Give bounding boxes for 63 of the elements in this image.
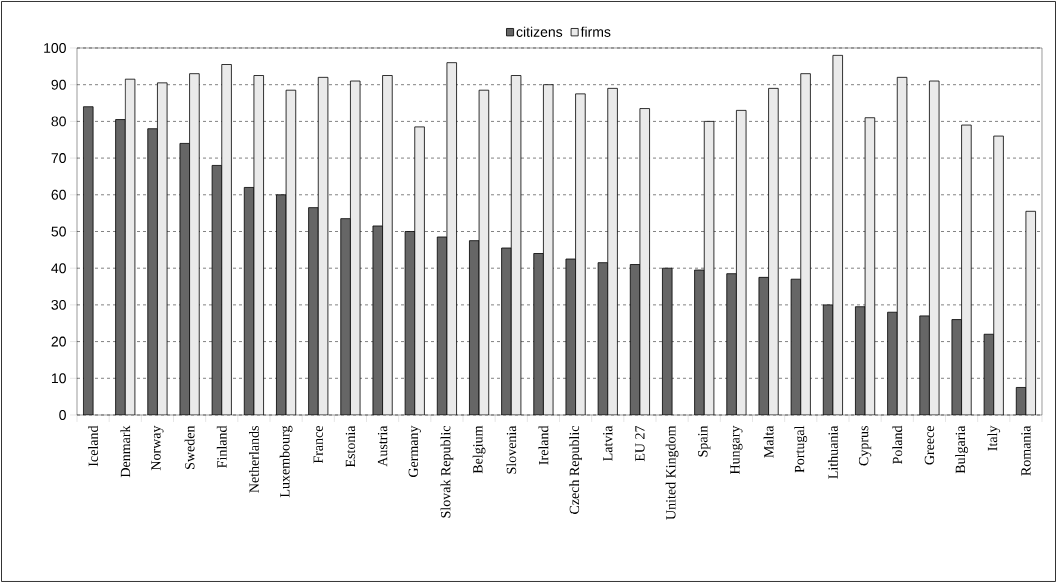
bar [189, 73, 200, 415]
bar [607, 87, 618, 415]
bar [694, 269, 705, 415]
bar [887, 311, 898, 415]
x-tick-label: Latvia [603, 425, 613, 461]
y-tick-label: 30 [51, 299, 66, 310]
x-tick-label: Estonia [345, 425, 356, 468]
x-tick-label: Netherlands [248, 426, 259, 493]
x-tick-label: Romania [1021, 425, 1031, 476]
x-tick-label: Austria [377, 425, 388, 467]
x-tick-label: Lithuania [827, 425, 838, 479]
y-tick-label: 20 [51, 336, 66, 347]
x-tick-label: Malta [763, 425, 774, 458]
x-tick-label: Belgium [472, 425, 486, 474]
y-tick-label: 100 [44, 43, 66, 53]
x-tick-label: Finland [216, 425, 227, 468]
x-tick-label: Slovak Republic [440, 425, 454, 518]
y-tick-label: 80 [51, 116, 66, 127]
x-tick-label: Ireland [538, 425, 549, 465]
x-tick-label: France [313, 426, 323, 464]
bar [147, 128, 158, 415]
bar [919, 315, 930, 415]
x-tick-label: Portugal [794, 425, 808, 473]
bar [768, 87, 779, 415]
y-tick-label: 90 [51, 79, 66, 90]
x-tick-label: Iceland [88, 425, 99, 467]
x-tick-label: Germany [408, 425, 421, 478]
bar [800, 73, 811, 415]
x-tick-label: Slovenia [506, 425, 517, 474]
x-tick-label: Czech Republic [569, 425, 582, 514]
x-tick-label: Cyprus [858, 426, 872, 466]
bar [993, 135, 1004, 415]
x-tick-label: Denmark [120, 425, 131, 478]
x-tick-label: Poland [892, 425, 903, 464]
x-tick-label: Sweden [184, 425, 195, 469]
y-tick-label: 0 [59, 410, 66, 420]
x-tick-label: EU 27 [635, 425, 645, 462]
bar [961, 124, 972, 415]
y-tick-label: 50 [51, 226, 66, 237]
x-tick-label: United Kingdom [665, 425, 679, 520]
legend-label: firms [580, 26, 611, 37]
x-tick-label: Hungary [730, 425, 743, 475]
bar [115, 119, 126, 415]
bar [308, 207, 319, 415]
x-tick-label: Bulgaria [955, 425, 968, 474]
y-tick-label: 70 [51, 153, 66, 164]
bar [501, 247, 512, 415]
x-tick-label: Italy [987, 425, 1001, 451]
bar [382, 75, 393, 415]
bar [575, 93, 586, 415]
x-tick-label: Spain [698, 425, 711, 457]
y-tick-label: 40 [51, 263, 66, 274]
x-tick-label: Greece [924, 426, 935, 465]
legend-label: citizens [516, 26, 563, 37]
bar [221, 64, 232, 415]
bar [340, 218, 351, 415]
x-tick-label: Norway [151, 425, 164, 471]
y-tick-label: 60 [51, 189, 66, 200]
bar [533, 253, 544, 415]
bar [414, 126, 425, 415]
y-tick-label: 10 [51, 373, 66, 384]
bar [726, 273, 737, 415]
x-tick-label: Luxembourg [279, 425, 293, 498]
